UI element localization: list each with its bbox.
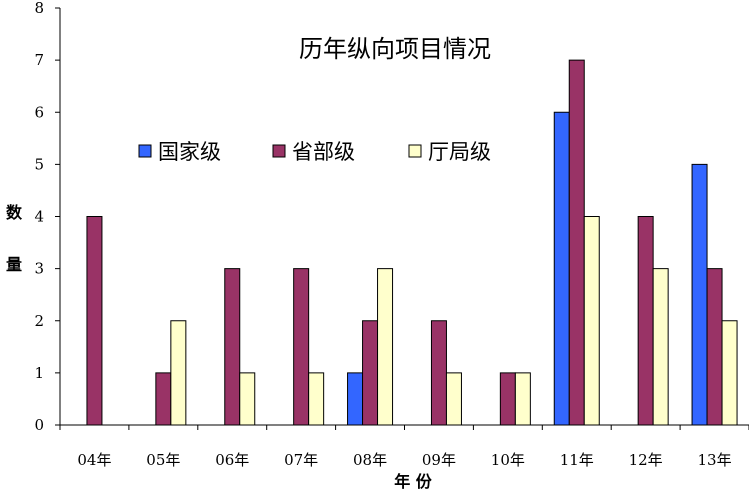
legend-label: 国家级 xyxy=(158,140,221,164)
x-tick-label: 08年 xyxy=(353,451,387,469)
x-tick-label: 07年 xyxy=(284,451,318,469)
bar xyxy=(347,372,364,426)
bar xyxy=(583,216,600,426)
x-tick-label: 10年 xyxy=(491,451,525,469)
y-tick-label: 6 xyxy=(34,103,44,121)
bar xyxy=(706,268,723,426)
x-tick-label: 12年 xyxy=(629,451,663,469)
bar xyxy=(721,320,738,426)
y-tick-label: 7 xyxy=(34,51,44,69)
legend-label: 省部级 xyxy=(292,140,355,164)
x-tick-label: 05年 xyxy=(146,451,180,469)
bar xyxy=(691,163,708,426)
x-tick-label: 04年 xyxy=(77,451,111,469)
x-tick-label: 11年 xyxy=(560,451,594,469)
bar xyxy=(170,320,187,426)
legend-swatch xyxy=(408,144,422,158)
y-tick-label: 2 xyxy=(34,312,44,330)
x-tick-label: 13年 xyxy=(698,451,732,469)
bar xyxy=(499,372,516,426)
x-tick-label: 06年 xyxy=(215,451,249,469)
bar xyxy=(308,372,325,426)
bar xyxy=(568,59,585,426)
bar xyxy=(377,268,394,426)
bar xyxy=(652,268,669,426)
bar xyxy=(293,268,310,426)
chart-title: 历年纵向项目情况 xyxy=(299,35,491,63)
y-tick-label: 8 xyxy=(34,0,44,17)
legend: 国家级 省部级 厅局级 xyxy=(138,140,491,164)
y-tick-label: 1 xyxy=(34,364,44,382)
bar xyxy=(239,372,256,426)
bar xyxy=(445,372,462,426)
y-tick-label: 5 xyxy=(34,155,44,173)
x-tick-label: 09年 xyxy=(422,451,456,469)
legend-swatch xyxy=(138,144,152,158)
x-ticks-layer: 04年 05年 06年 07年 08年 09年 10年 11年 12年 13年 xyxy=(59,425,749,469)
y-tick-label: 0 xyxy=(34,416,44,434)
bar xyxy=(637,216,654,426)
y-ticks-layer: 0 1 2 3 4 5 6 7 8 xyxy=(34,0,60,434)
bars-layer xyxy=(86,59,738,426)
bar xyxy=(86,216,103,426)
bar xyxy=(553,111,570,426)
bar xyxy=(362,320,379,426)
y-axis-title-char-1: 数 xyxy=(6,203,23,222)
y-tick-label: 4 xyxy=(34,208,44,226)
bar xyxy=(155,372,172,426)
bar xyxy=(224,268,241,426)
x-axis-title: 年 份 xyxy=(394,472,433,491)
bar xyxy=(514,372,531,426)
legend-swatch xyxy=(272,144,286,158)
bar xyxy=(430,320,447,426)
y-axis-title-char-2: 量 xyxy=(6,255,22,274)
legend-label: 厅局级 xyxy=(428,140,491,164)
y-tick-label: 3 xyxy=(34,260,44,278)
